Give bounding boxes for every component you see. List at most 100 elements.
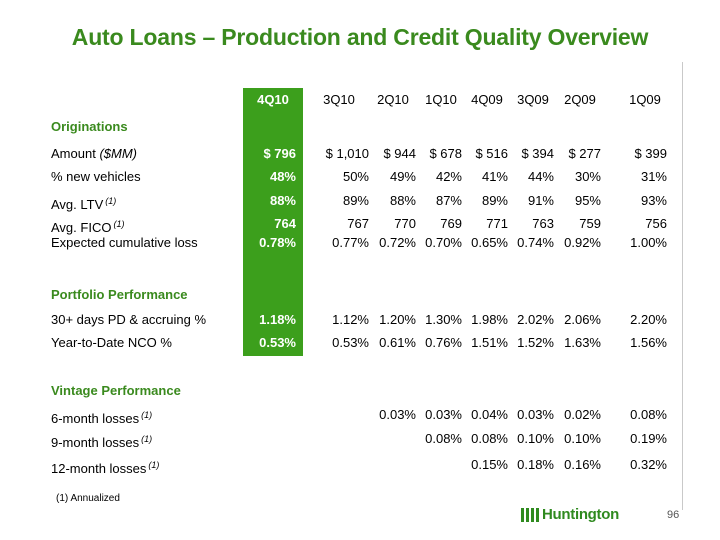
row-label-text: 12-month losses <box>51 461 147 476</box>
table-cell: 0.08% <box>471 431 508 446</box>
table-cell: 0.10% <box>517 431 554 446</box>
row-label-text: Expected cumulative loss <box>51 235 198 250</box>
table-cell: 88% <box>389 193 416 208</box>
row-label-text: 6-month losses <box>51 411 140 426</box>
column-header-3q10: 3Q10 <box>323 92 355 107</box>
table-cell: $ 516 <box>475 146 508 161</box>
table-cell: 0.03% <box>425 407 462 422</box>
column-header-4q09: 4Q09 <box>471 92 503 107</box>
table-cell: 769 <box>440 216 462 231</box>
table-cell: 0.53% <box>332 335 369 350</box>
right-divider-line <box>682 62 683 510</box>
row-label-new_vehicles: % new vehicles <box>51 169 141 185</box>
table-cell: 0.10% <box>564 431 601 446</box>
table-cell: $ 399 <box>634 146 667 161</box>
table-cell: 0.92% <box>564 235 601 250</box>
table-cell: 0.16% <box>564 457 601 472</box>
row-label-m12: 12-month losses (1) <box>51 457 159 477</box>
table-cell: 89% <box>342 193 369 208</box>
table-cell: 91% <box>527 193 554 208</box>
column-header-2q10: 2Q10 <box>377 92 409 107</box>
slide-title: Auto Loans – Production and Credit Quali… <box>71 24 649 50</box>
table-cell: 88% <box>269 193 296 208</box>
table-cell: 0.61% <box>379 335 416 350</box>
table-cell: $ 944 <box>383 146 416 161</box>
table-cell: 93% <box>640 193 667 208</box>
column-header-1q10: 1Q10 <box>425 92 457 107</box>
table-cell: 49% <box>389 169 416 184</box>
table-cell: 759 <box>579 216 601 231</box>
table-cell: 1.98% <box>471 312 508 327</box>
row-label-text: Year-to-Date NCO % <box>51 335 172 350</box>
table-cell: 0.02% <box>564 407 601 422</box>
huntington-logo: Huntington <box>520 505 638 525</box>
table-cell: 95% <box>574 193 601 208</box>
table-cell: 48% <box>269 169 296 184</box>
footnote: (1) Annualized <box>56 493 120 504</box>
row-label-exp_loss: Expected cumulative loss <box>51 235 198 251</box>
table-cell: 0.53% <box>259 335 296 350</box>
table-cell: 0.74% <box>517 235 554 250</box>
logo-wordmark: Huntington <box>542 506 619 523</box>
row-label-text: Avg. FICO <box>51 220 112 235</box>
row-label-m9: 9-month losses (1) <box>51 431 152 451</box>
table-cell: 2.06% <box>564 312 601 327</box>
page-number: 96 <box>667 509 680 521</box>
footnote-marker: (1) <box>105 196 117 206</box>
column-header-4q10: 4Q10 <box>257 92 289 107</box>
table-cell: 1.20% <box>379 312 416 327</box>
table-cell: 89% <box>481 193 508 208</box>
table-cell: 764 <box>274 216 296 231</box>
table-cell: 0.04% <box>471 407 508 422</box>
row-label-unit: ($MM) <box>99 146 137 161</box>
table-cell: 1.52% <box>517 335 554 350</box>
table-cell: 0.76% <box>425 335 462 350</box>
row-label-text: Avg. LTV <box>51 197 104 212</box>
table-cell: 0.08% <box>425 431 462 446</box>
section-heading-portfolio: Portfolio Performance <box>51 287 188 302</box>
row-label-m6: 6-month losses (1) <box>51 407 152 427</box>
row-label-ytd_nco: Year-to-Date NCO % <box>51 335 172 351</box>
current-quarter-highlight <box>243 88 303 356</box>
table-cell: 0.03% <box>517 407 554 422</box>
table-cell: 1.30% <box>425 312 462 327</box>
table-cell: 42% <box>435 169 462 184</box>
table-cell: 1.18% <box>259 312 296 327</box>
table-cell: $ 796 <box>263 146 296 161</box>
table-cell: 770 <box>394 216 416 231</box>
table-cell: 41% <box>481 169 508 184</box>
row-label-text: Amount <box>51 146 96 161</box>
table-cell: 1.00% <box>630 235 667 250</box>
table-cell: 2.02% <box>517 312 554 327</box>
table-cell: 0.15% <box>471 457 508 472</box>
table-cell: 0.72% <box>379 235 416 250</box>
table-cell: 1.56% <box>630 335 667 350</box>
table-cell: 2.20% <box>630 312 667 327</box>
table-cell: 0.32% <box>630 457 667 472</box>
table-cell: 87% <box>435 193 462 208</box>
column-header-1q09: 1Q09 <box>629 92 661 107</box>
table-cell: 0.77% <box>332 235 369 250</box>
row-label-text: 9-month losses <box>51 435 140 450</box>
table-cell: 0.03% <box>379 407 416 422</box>
table-cell: 30% <box>574 169 601 184</box>
column-header-3q09: 3Q09 <box>517 92 549 107</box>
table-cell: 1.51% <box>471 335 508 350</box>
footnote-marker: (1) <box>141 410 153 420</box>
table-cell: 50% <box>342 169 369 184</box>
table-cell: $ 1,010 <box>325 146 369 161</box>
table-cell: 771 <box>486 216 508 231</box>
table-cell: 756 <box>645 216 667 231</box>
table-cell: 763 <box>532 216 554 231</box>
footnote-marker: (1) <box>148 460 160 470</box>
row-label-fico: Avg. FICO (1) <box>51 216 124 236</box>
huntington-logo-mark-icon <box>521 508 539 522</box>
row-label-ltv: Avg. LTV (1) <box>51 193 116 213</box>
footnote-marker: (1) <box>113 219 125 229</box>
table-cell: 0.65% <box>471 235 508 250</box>
table-cell: 0.78% <box>259 235 296 250</box>
table-cell: $ 678 <box>429 146 462 161</box>
table-cell: 0.18% <box>517 457 554 472</box>
table-cell: 1.63% <box>564 335 601 350</box>
section-heading-vintage: Vintage Performance <box>51 383 181 398</box>
